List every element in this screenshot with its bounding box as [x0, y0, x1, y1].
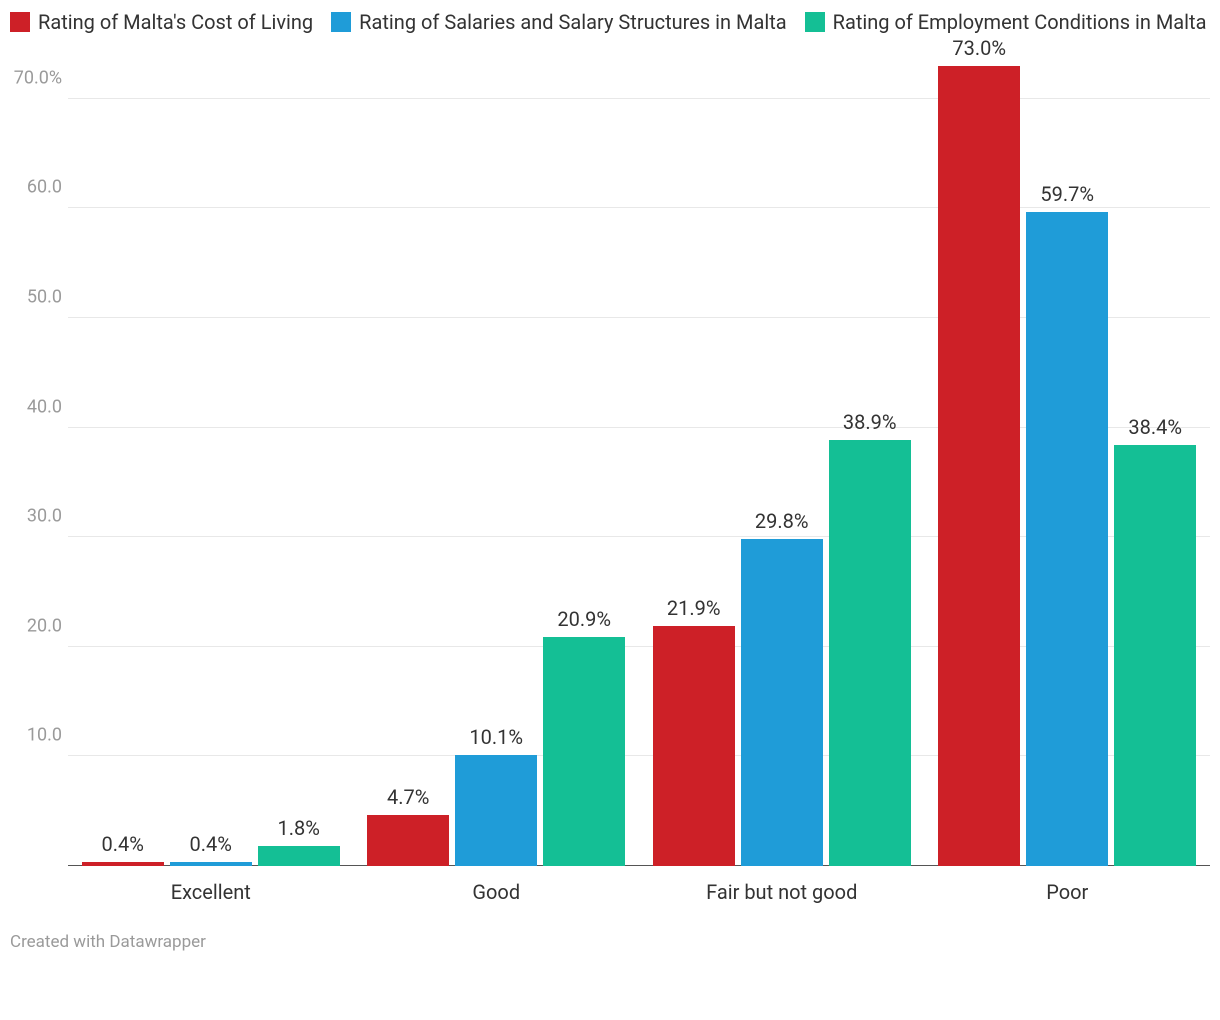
legend-item-0: Rating of Malta's Cost of Living — [10, 10, 313, 34]
bars-layer: 0.4%0.4%1.8%4.7%10.1%20.9%21.9%29.8%38.9… — [68, 44, 1210, 866]
y-tick-label: 60.0 — [27, 177, 62, 198]
bar: 59.7% — [1026, 212, 1108, 866]
bar-value-label: 10.1% — [469, 725, 523, 749]
legend-item-2: Rating of Employment Conditions in Malta — [805, 10, 1207, 34]
bar: 4.7% — [367, 815, 449, 867]
bar-group: 0.4%0.4%1.8% — [68, 846, 354, 866]
bar-value-label: 21.9% — [667, 596, 721, 620]
legend-label-1: Rating of Salaries and Salary Structures… — [359, 10, 786, 34]
bar-value-label: 29.8% — [755, 509, 809, 533]
bar-value-label: 1.8% — [278, 816, 320, 840]
bar: 38.4% — [1114, 445, 1196, 866]
chart-footer: Created with Datawrapper — [10, 914, 1210, 952]
y-tick-label: 20.0 — [27, 615, 62, 636]
bar-group: 4.7%10.1%20.9% — [354, 637, 640, 866]
bar-value-label: 38.9% — [843, 410, 897, 434]
legend-swatch-1 — [331, 12, 351, 32]
bar-value-label: 59.7% — [1040, 182, 1094, 206]
x-axis: ExcellentGoodFair but not goodPoor — [68, 866, 1210, 914]
plot-area: 10.020.030.040.050.060.070.0% 0.4%0.4%1.… — [10, 44, 1210, 914]
chart-container: Rating of Malta's Cost of Living Rating … — [0, 0, 1220, 1020]
bar: 1.8% — [258, 846, 340, 866]
bar: 20.9% — [543, 637, 625, 866]
bar: 10.1% — [455, 755, 537, 866]
x-tick-label: Good — [354, 866, 640, 914]
bar-group: 73.0%59.7%38.4% — [925, 66, 1211, 866]
bar-value-label: 4.7% — [387, 785, 429, 809]
bar: 29.8% — [741, 539, 823, 866]
y-tick-label: 10.0 — [27, 725, 62, 746]
legend-swatch-2 — [805, 12, 825, 32]
legend-swatch-0 — [10, 12, 30, 32]
y-axis: 10.0 20.0 30.0 40.0 50.0 60.0 70.0% — [10, 44, 68, 914]
x-tick-label: Excellent — [68, 866, 354, 914]
bar-value-label: 20.9% — [557, 607, 611, 631]
legend-label-0: Rating of Malta's Cost of Living — [38, 10, 313, 34]
y-tick-label: 30.0 — [27, 506, 62, 527]
y-tick-label: 40.0 — [27, 396, 62, 417]
y-tick-label: 50.0 — [27, 287, 62, 308]
x-tick-label: Fair but not good — [639, 866, 925, 914]
bar: 73.0% — [938, 66, 1020, 866]
legend: Rating of Malta's Cost of Living Rating … — [10, 10, 1210, 44]
bar-value-label: 0.4% — [190, 832, 232, 856]
bar: 21.9% — [653, 626, 735, 866]
legend-label-2: Rating of Employment Conditions in Malta — [833, 10, 1207, 34]
x-tick-label: Poor — [925, 866, 1211, 914]
bar: 38.9% — [829, 440, 911, 866]
bar-group: 21.9%29.8%38.9% — [639, 440, 925, 866]
bar-value-label: 73.0% — [952, 36, 1006, 60]
bar-value-label: 38.4% — [1128, 415, 1182, 439]
bar-value-label: 0.4% — [102, 832, 144, 856]
y-tick-label: 70.0% — [14, 67, 62, 88]
legend-item-1: Rating of Salaries and Salary Structures… — [331, 10, 786, 34]
